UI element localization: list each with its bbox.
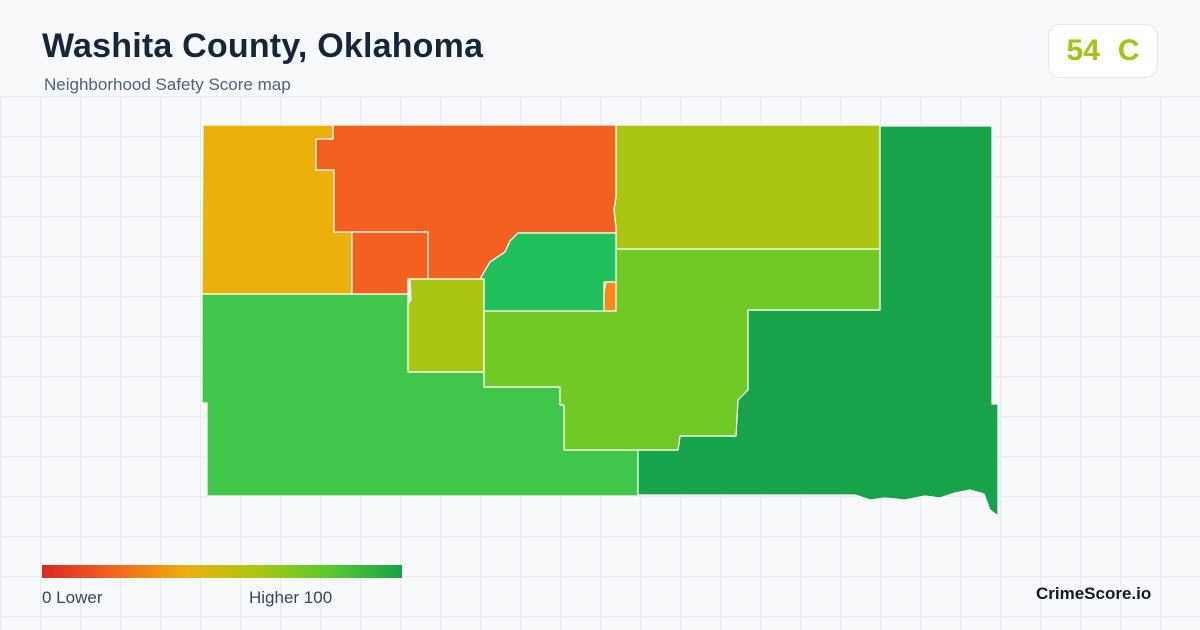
region-north-central-small[interactable] — [351, 231, 429, 295]
region-center-west-small[interactable] — [407, 278, 485, 373]
score-grade: C — [1117, 34, 1140, 67]
region-northeast[interactable] — [613, 124, 881, 250]
page-subtitle: Neighborhood Safety Score map — [44, 75, 291, 94]
header-band — [0, 0, 1200, 96]
score-badge: 54 C — [1048, 24, 1158, 78]
score-value: 54 — [1066, 34, 1100, 67]
legend-max-label: Higher 100 — [249, 588, 333, 607]
brand-logo-text: CrimeScore.io — [1036, 584, 1152, 603]
region-center-sliver[interactable] — [603, 281, 617, 312]
legend-min-label: 0 Lower — [42, 588, 103, 607]
page-title: Washita County, Oklahoma — [42, 27, 484, 65]
legend-color-bar — [42, 565, 402, 578]
